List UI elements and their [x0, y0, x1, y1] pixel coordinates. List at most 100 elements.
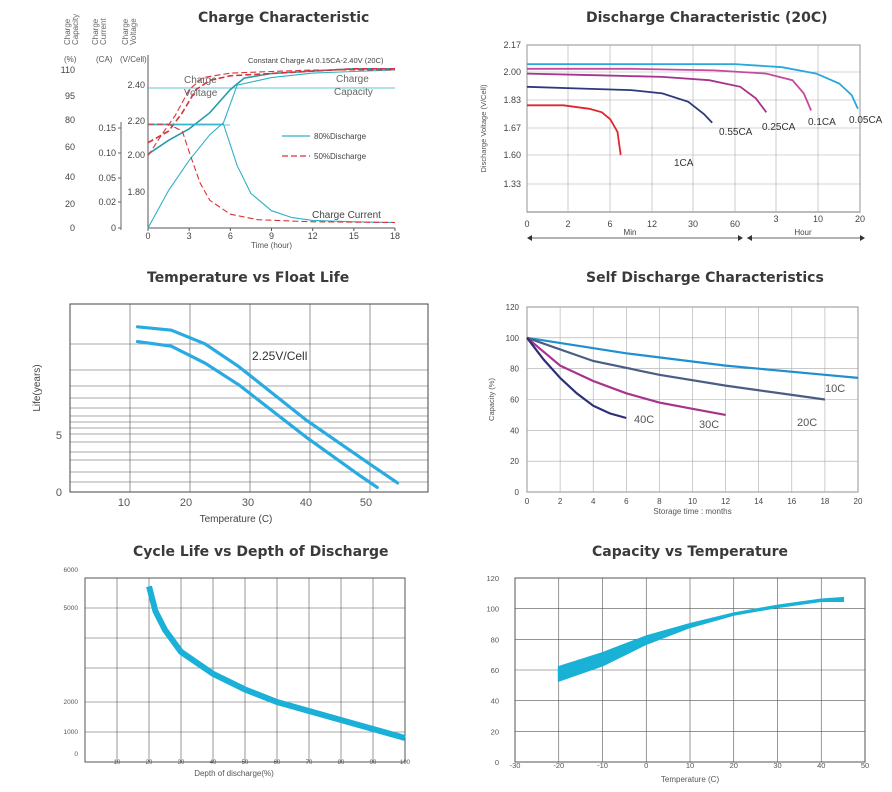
- self-discharge-chart: 0 2 4 6 8 10 12 14 16 18 20 0 20 40 60 80 100 120 Capacity…: [487, 303, 863, 516]
- x-tick-label: 50: [861, 761, 869, 770]
- y-tick-label: 0: [495, 758, 499, 767]
- x-tick-label: 18: [820, 497, 829, 506]
- axis-unit-label: (V/Cell): [120, 55, 147, 64]
- capacity-annotation: Charge: [336, 74, 369, 85]
- x-tick-label: 10: [686, 761, 694, 770]
- series-label: 0.25CA: [762, 122, 796, 133]
- x-tick-label: 6: [624, 497, 629, 506]
- y-tick-label: 1.60: [503, 150, 521, 160]
- y-tick-label: 100: [506, 334, 520, 343]
- y-axis-label: Capacity (%): [487, 378, 496, 421]
- x-tick-label: 90: [370, 760, 377, 766]
- current-tick-label: 0.15: [98, 123, 116, 133]
- x-tick-label-min: 60: [730, 219, 740, 229]
- x-tick-label: 15: [349, 231, 359, 241]
- axis-header-text: Current: [99, 18, 108, 45]
- charge-chart-title: Charge Characteristic: [198, 10, 370, 26]
- series-label: 0.55CA: [719, 127, 753, 138]
- voltage-annotation: Charge: [184, 75, 217, 86]
- life-band-edge-lower: [135, 340, 379, 489]
- y-tick-label: 2.00: [503, 67, 521, 77]
- axis-unit-label: (CA): [96, 55, 113, 64]
- x-axis-label: Depth of discharge(%): [194, 769, 274, 778]
- life-band-edge-upper: [135, 325, 400, 485]
- charge-chart: Charge Capacity(%)Charge Current(CA)Charge…: [61, 14, 400, 250]
- discharge-chart-title: Discharge Characteristic (20C): [586, 10, 828, 26]
- voltage-tick-label: 2.00: [127, 150, 145, 160]
- legend-label: 80%Discharge: [314, 132, 367, 141]
- float-life-chart: 10 20 30 40 50 0 5 Life(years) Temperature (C) 2.…: [32, 303, 429, 525]
- charge-characteristic-panel: Charge Characteristic Charge Capacity (%) C…: [0, 0, 430, 260]
- axis-header-text: Charge: [121, 18, 130, 45]
- x-tick-label: 80: [338, 760, 345, 766]
- y-tick-label: 60: [491, 666, 499, 675]
- x-tick-label: 20: [854, 497, 863, 506]
- y-tick-label: 1.33: [503, 179, 521, 189]
- chart-subtitle: Constant Charge At 0.15CA-2.40V (20C): [248, 56, 384, 65]
- discharge-chart: 2.17 2.00 1.83 1.67 1.60 1.33 Discharge Voltag…: [479, 40, 883, 241]
- x-tick-label: 30: [773, 761, 781, 770]
- axis-header-text: Voltage: [129, 18, 138, 45]
- x-tick-label: 50: [242, 760, 249, 766]
- capacity-tick-label: 60: [65, 142, 75, 152]
- x-tick-label: 0: [644, 761, 648, 770]
- y-tick-label: 0: [56, 487, 62, 499]
- x-tick-label: 40: [817, 761, 825, 770]
- y-tick-label: 80: [510, 365, 519, 374]
- series-line-0.05CA: [527, 63, 859, 110]
- capacity-temperature-chart: -30 -20 -10 0 10 20 30 40 50 0 20 40 60 80 100 120 Tempe…: [486, 574, 869, 784]
- x-tick-label: 20: [146, 760, 153, 766]
- voltage-annotation: 2.25V/Cell: [252, 349, 307, 363]
- y-tick-label: 0: [74, 751, 78, 758]
- series-label: 0.05CA: [849, 115, 883, 126]
- cycle-life-chart-title: Cycle Life vs Depth of Discharge: [133, 544, 389, 560]
- x-tick-label-hour: 20: [855, 214, 865, 224]
- current-tick-label: 0.10: [98, 148, 116, 158]
- legend-label: 50%Discharge: [314, 152, 367, 161]
- x-axis-label: Time (hour): [251, 241, 292, 250]
- x-tick-label: 0: [525, 497, 530, 506]
- capacity-temperature-chart-title: Capacity vs Temperature: [592, 544, 789, 560]
- x-tick-label: 10: [118, 497, 130, 509]
- y-axis-label: Life(years): [32, 364, 43, 411]
- series-line-30C: [526, 336, 726, 416]
- x-tick-label-min: 12: [647, 219, 657, 229]
- x-tick-label-min: 2: [565, 219, 570, 229]
- x-tick-label: 6: [228, 231, 233, 241]
- x-tick-label: 60: [274, 760, 281, 766]
- x-tick-label: 3: [187, 231, 192, 241]
- series-line-20C: [526, 336, 826, 401]
- float-life-panel: Temperature vs Float Life 10 20 30 40 50 0 5 Li…: [0, 262, 440, 532]
- x-tick-label: 12: [308, 231, 318, 241]
- series-label: 10C: [825, 383, 845, 395]
- axis-header-text: Capacity: [71, 14, 80, 45]
- y-tick-label: 1000: [64, 729, 79, 736]
- capacity-band: [557, 596, 845, 683]
- capacity-tick-label: 0: [70, 223, 75, 233]
- x-tick-label: -10: [597, 761, 608, 770]
- series-line-40C: [526, 337, 627, 420]
- y-tick-label: 100: [486, 605, 499, 614]
- series-line-current-80: [148, 123, 396, 224]
- x-tick-label: 40: [300, 497, 312, 509]
- voltage-tick-label: 2.20: [127, 116, 145, 126]
- series-label: 0.1CA: [808, 117, 836, 128]
- capacity-tick-label: 40: [65, 172, 75, 182]
- y-tick-label: 5: [56, 430, 62, 442]
- hour-label: Hour: [794, 228, 812, 237]
- series-label: 1CA: [674, 158, 694, 169]
- self-discharge-panel: Self Discharge Characteristics 0 2 4 6 8 10 12…: [470, 262, 892, 532]
- series-line-current-50: [148, 123, 396, 224]
- series-line-10C: [526, 336, 859, 379]
- x-tick-label-min: 0: [524, 219, 529, 229]
- y-tick-label: 2.17: [503, 40, 521, 50]
- series-label: 20C: [797, 417, 817, 429]
- voltage-annotation: Voltage: [184, 88, 218, 99]
- x-tick-label-min: 30: [688, 219, 698, 229]
- y-tick-label: 1.67: [503, 123, 521, 133]
- y-tick-label: 6000: [64, 567, 79, 574]
- capacity-tick-label: 80: [65, 115, 75, 125]
- series-line-voltage-50: [147, 68, 395, 144]
- x-tick-label: 20: [730, 761, 738, 770]
- x-tick-label: 8: [657, 497, 662, 506]
